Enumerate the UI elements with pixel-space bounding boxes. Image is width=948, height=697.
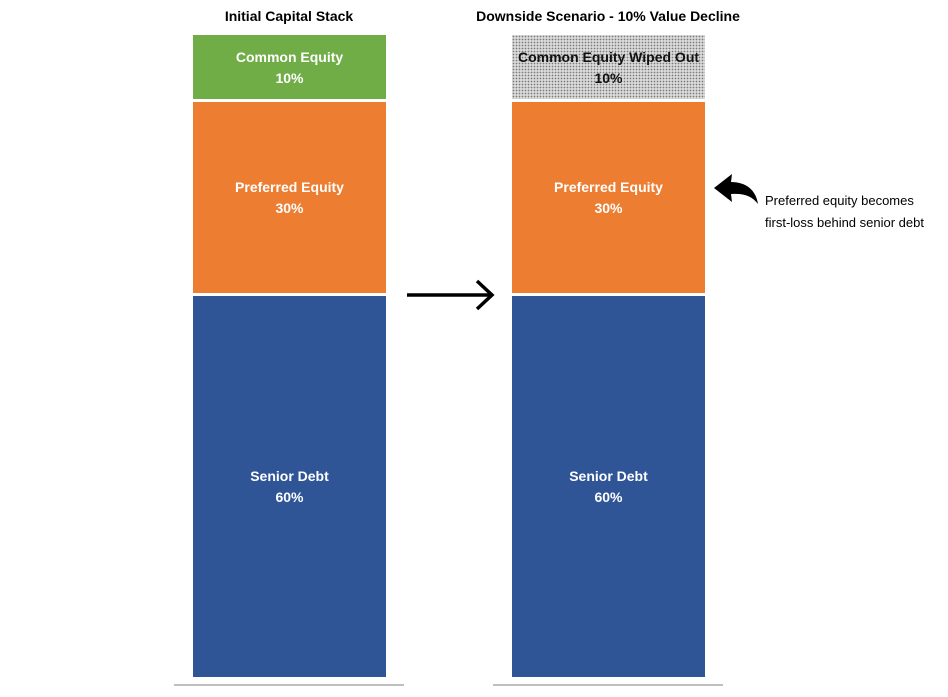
segment-value-label: 10% xyxy=(275,70,304,86)
segment-label: Preferred Equity xyxy=(235,178,344,195)
segment-value-label: 30% xyxy=(275,199,304,216)
chart-title-downside: Downside Scenario - 10% Value Decline xyxy=(476,8,740,24)
segment-value-label: 60% xyxy=(594,488,623,505)
segment-value-label: 10% xyxy=(594,70,623,86)
bar-segment-common-equity: Common Equity 10% xyxy=(193,35,386,99)
segment-value-label: 30% xyxy=(594,199,623,216)
segment-label: Common Equity Wiped Out xyxy=(517,49,700,65)
baseline-downside xyxy=(493,684,723,686)
downside-capital-stack-bar: Common Equity Wiped Out 10% Preferred Equi… xyxy=(512,35,705,677)
segment-value-label: 60% xyxy=(275,488,304,505)
bar-segment-preferred-equity: Preferred Equity 30% xyxy=(193,102,386,293)
bar-segment-common-equity: Common Equity Wiped Out 10% xyxy=(512,35,705,99)
bar-segment-preferred-equity: Preferred Equity 30% xyxy=(512,102,705,293)
segment-label: Preferred Equity xyxy=(554,178,663,195)
right-arrow-icon xyxy=(407,279,495,311)
chart-title-initial: Initial Capital Stack xyxy=(224,8,354,24)
baseline-initial xyxy=(174,684,404,686)
initial-capital-stack-bar: Common Equity 10% Preferred Equity 30% Senio… xyxy=(193,35,386,677)
annotation-line-2: first-loss behind senior debt xyxy=(765,215,924,230)
bar-segment-senior-debt: Senior Debt 60% xyxy=(512,296,705,677)
annotation-text: Preferred equity becomes first-loss behi… xyxy=(765,190,924,234)
segment-label: Senior Debt xyxy=(250,467,329,484)
segment-label: Senior Debt xyxy=(569,467,648,484)
annotation-line-1: Preferred equity becomes xyxy=(765,193,914,208)
segment-label: Common Equity xyxy=(235,49,344,65)
curved-arrow-icon xyxy=(714,174,758,204)
bar-segment-senior-debt: Senior Debt 60% xyxy=(193,296,386,677)
